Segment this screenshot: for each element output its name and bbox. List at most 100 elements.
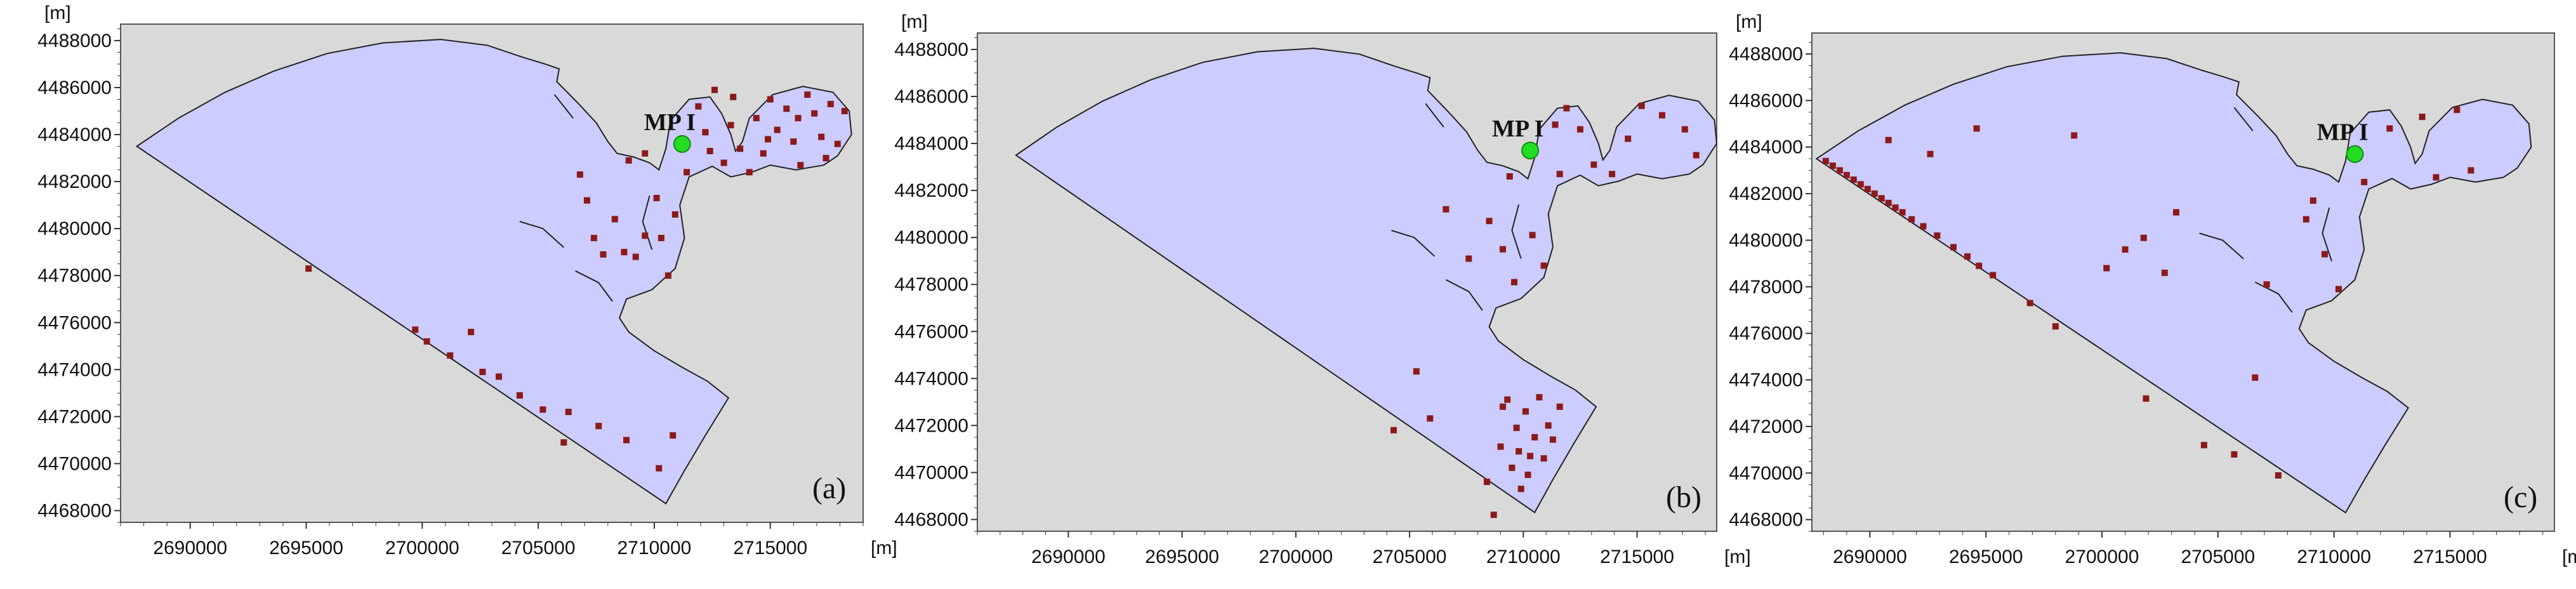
particle-point bbox=[1843, 171, 1850, 178]
x-tick-label: 2705000 bbox=[2181, 546, 2255, 567]
particle-point bbox=[746, 169, 753, 176]
particle-point bbox=[496, 373, 502, 380]
y-tick-label: 4476000 bbox=[894, 321, 968, 342]
particle-point bbox=[790, 138, 797, 145]
particle-point bbox=[1864, 185, 1871, 192]
coastline-segment bbox=[575, 270, 613, 302]
particle-point bbox=[1829, 162, 1836, 169]
x-tick-label: 2710000 bbox=[2297, 546, 2371, 567]
x-tick-label: 2715000 bbox=[733, 538, 807, 559]
particle-point bbox=[827, 100, 834, 107]
x-tick-label: 2715000 bbox=[2413, 546, 2487, 567]
particle-point bbox=[1509, 465, 1516, 471]
particle-point bbox=[1549, 436, 1556, 443]
station-label: MP I bbox=[1492, 116, 1543, 142]
particle-point bbox=[1522, 408, 1529, 415]
particle-point bbox=[479, 369, 486, 375]
y-tick-label: 4470000 bbox=[1729, 463, 1803, 484]
particle-point bbox=[1506, 173, 1513, 180]
y-tick-label: 4474000 bbox=[1729, 370, 1803, 391]
particle-point bbox=[1576, 126, 1583, 133]
coastline-segment bbox=[1445, 279, 1483, 311]
y-tick-label: 4468000 bbox=[37, 500, 112, 521]
x-tick-label: 2690000 bbox=[153, 538, 227, 559]
particle-point bbox=[2361, 178, 2368, 185]
particle-point bbox=[653, 195, 660, 201]
y-tick-label: 4486000 bbox=[1729, 90, 1803, 111]
particle-point bbox=[656, 465, 663, 472]
coastline-segment bbox=[2322, 207, 2332, 261]
x-tick-label: 2710000 bbox=[618, 538, 692, 559]
particle-point bbox=[1390, 427, 1397, 433]
y-tick-label: 4472000 bbox=[894, 415, 968, 436]
particle-point bbox=[625, 157, 632, 164]
particle-point bbox=[720, 159, 727, 166]
particle-point bbox=[2263, 281, 2270, 288]
particle-point bbox=[730, 93, 737, 100]
particle-point bbox=[1531, 433, 1538, 440]
x-unit-label: [m] bbox=[2562, 546, 2576, 567]
coastline-segment bbox=[642, 195, 653, 250]
particle-point bbox=[623, 437, 630, 444]
particle-point bbox=[1638, 102, 1645, 109]
station-marker bbox=[1521, 142, 1540, 160]
x-tick-label: 2695000 bbox=[1145, 546, 1219, 567]
particle-point bbox=[671, 211, 678, 218]
particle-point bbox=[1536, 394, 1543, 400]
particle-point bbox=[657, 235, 664, 241]
particle-point bbox=[1427, 415, 1434, 422]
particle-point bbox=[1529, 232, 1536, 239]
particle-point bbox=[684, 169, 690, 176]
x-tick-label: 2700000 bbox=[2065, 546, 2139, 567]
particle-point bbox=[727, 122, 734, 129]
particle-point bbox=[2140, 234, 2147, 241]
y-tick-label: 4472000 bbox=[37, 406, 112, 427]
particle-point bbox=[1545, 422, 1552, 429]
coastline-segment bbox=[553, 94, 574, 119]
particle-point bbox=[2252, 374, 2259, 381]
particle-point bbox=[600, 251, 607, 258]
particle-point bbox=[2302, 216, 2309, 223]
particle-point bbox=[539, 406, 546, 413]
particle-point bbox=[1934, 232, 1941, 239]
particle-point bbox=[1850, 176, 1857, 183]
x-unit-label: [m] bbox=[871, 538, 897, 559]
particle-point bbox=[1920, 223, 1927, 230]
particle-point bbox=[1563, 105, 1570, 112]
particle-point bbox=[1517, 486, 1524, 493]
y-unit-label: [m] bbox=[44, 3, 71, 23]
particle-point bbox=[1878, 195, 1885, 202]
particle-point bbox=[447, 352, 454, 359]
particle-point bbox=[1540, 455, 1547, 462]
particle-point bbox=[1892, 204, 1899, 211]
x-tick-label: 2690000 bbox=[1833, 546, 1907, 567]
y-tick-label: 4470000 bbox=[37, 453, 112, 474]
y-tick-label: 4482000 bbox=[1729, 183, 1803, 204]
x-tick-label: 2700000 bbox=[385, 538, 459, 559]
particle-point bbox=[2322, 251, 2328, 258]
particle-point bbox=[611, 216, 618, 223]
coastline-segment bbox=[1425, 103, 1444, 128]
panel-1: 4468000 4470000 4472000 4474000 4476000 44780… bbox=[37, 3, 897, 559]
particle-point bbox=[595, 423, 602, 430]
y-tick-label: 4468000 bbox=[1729, 510, 1803, 531]
y-tick-label: 4486000 bbox=[37, 77, 112, 98]
y-tick-label: 4478000 bbox=[894, 274, 968, 295]
particle-point bbox=[516, 392, 523, 399]
particle-point bbox=[1885, 199, 1892, 206]
coastline-segment bbox=[519, 221, 564, 248]
particle-point bbox=[2173, 209, 2179, 216]
particle-point bbox=[1908, 216, 1915, 223]
particle-point bbox=[1484, 479, 1490, 486]
x-tick-label: 2715000 bbox=[1600, 546, 1674, 567]
particle-point bbox=[1990, 272, 1997, 279]
particle-point bbox=[765, 136, 772, 143]
coastline-segment bbox=[2254, 281, 2293, 313]
particle-point bbox=[2231, 451, 2238, 458]
particle-point bbox=[1590, 161, 1597, 168]
particle-point bbox=[2335, 286, 2342, 293]
y-tick-label: 4484000 bbox=[1729, 137, 1803, 158]
particle-point bbox=[1552, 121, 1559, 128]
x-tick-label: 2710000 bbox=[1486, 546, 1561, 567]
